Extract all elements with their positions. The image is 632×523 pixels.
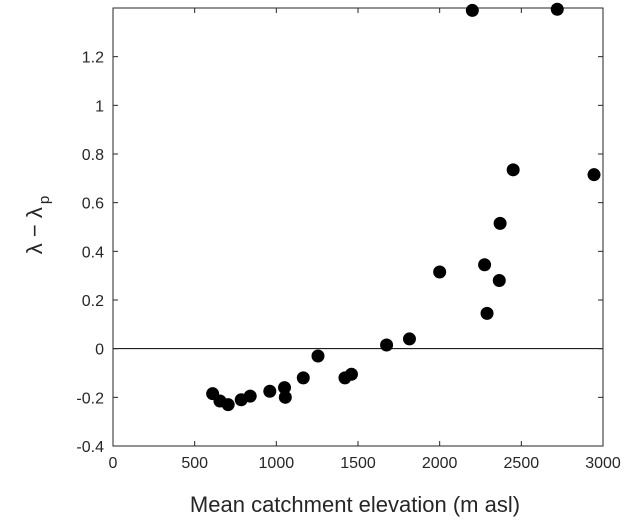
data-point [278, 381, 291, 395]
plot-box [112, 7, 604, 447]
data-point [311, 349, 325, 363]
data-points [206, 2, 601, 412]
x-tick-label: 3000 [585, 455, 621, 472]
x-tick-label: 500 [181, 455, 208, 472]
data-point [506, 163, 520, 177]
data-point [402, 332, 416, 346]
x-axis-ticks: 0 500 1000 1500 2000 2500 3000 [109, 8, 621, 472]
y-axis-title-main: λ − λ [22, 207, 47, 254]
x-tick-label: 0 [109, 455, 118, 472]
data-point [550, 2, 564, 16]
y-tick-label: 0.2 [82, 293, 104, 310]
y-tick-label: 0.4 [82, 244, 104, 261]
data-point [344, 367, 358, 381]
x-axis-title: Mean catchment elevation (m asl) [190, 492, 520, 517]
x-tick-label: 1500 [340, 455, 376, 472]
data-point [278, 390, 292, 404]
y-tick-label: 0.8 [82, 147, 104, 164]
y-axis-title-subscript: p [36, 196, 53, 204]
data-point [243, 389, 257, 403]
data-point [465, 3, 479, 17]
data-point [492, 274, 506, 288]
y-tick-label: -0.2 [76, 390, 104, 407]
x-tick-label: 2500 [504, 455, 540, 472]
data-point [433, 265, 447, 279]
data-point [493, 216, 507, 230]
y-axis-title: λ − λ p [22, 196, 53, 254]
plot-frame [112, 7, 604, 447]
y-axis-ticks: -0.4 -0.2 0 0.2 0.4 0.6 0.8 1 1.2 [76, 50, 603, 456]
data-point [221, 398, 235, 412]
y-tick-label: -0.4 [76, 439, 104, 456]
data-point [480, 306, 494, 320]
y-tick-label: 0.6 [82, 196, 104, 213]
data-point [587, 168, 601, 182]
data-point [478, 258, 492, 272]
data-point [263, 384, 277, 398]
y-tick-label: 1.2 [82, 50, 104, 67]
data-point [296, 371, 310, 385]
y-tick-label: 1 [95, 98, 104, 115]
data-point [380, 338, 394, 352]
x-tick-label: 1000 [259, 455, 295, 472]
x-tick-label: 2000 [422, 455, 458, 472]
y-tick-label: 0 [95, 342, 104, 359]
